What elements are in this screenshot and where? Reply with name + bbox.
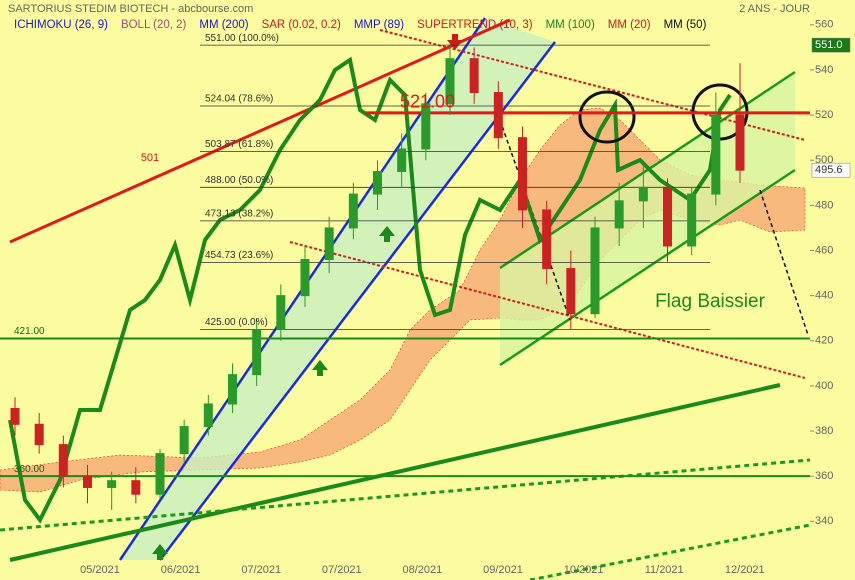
fib-label: 454.73 (23.6%) (205, 250, 273, 261)
candle-body (179, 426, 189, 455)
x-tick-label: 10/2021 (564, 564, 604, 576)
data-layer (0, 24, 814, 522)
price-tag (811, 162, 851, 178)
channel-fill (120, 18, 555, 560)
legend-entry: SAR (0.02, 0.2) (262, 19, 341, 31)
period-label: 2 ANS - JOUR (739, 3, 810, 15)
candle-body (324, 227, 334, 261)
candle-body (687, 193, 697, 247)
trend-line (9, 383, 781, 562)
x-tick-label: 12/2021 (725, 564, 765, 576)
candle-body (518, 137, 527, 211)
level-label: 521.00 (400, 92, 455, 112)
trend-line (9, 18, 511, 244)
y-tick-label: 540 (815, 64, 833, 76)
trend-line (289, 241, 806, 379)
y-tick-label: 560 (815, 19, 833, 31)
fib-label: 425.00 (0.0%) (205, 317, 268, 328)
legend-entry: MM (200) (199, 19, 248, 31)
arrow-up (312, 360, 328, 376)
y-tick-label: 340 (815, 515, 833, 527)
candle-body (83, 475, 92, 488)
y-tick-label: 520 (815, 109, 833, 121)
candle-body (276, 295, 286, 330)
legend-entry: BOLL (20, 2) (121, 19, 187, 31)
fib-label: 473.13 (38.2%) (205, 209, 273, 220)
candle-body (663, 186, 672, 247)
candle-body (58, 444, 68, 477)
candle-body (469, 58, 479, 94)
indicator-line (8, 56, 732, 524)
x-tick-label: 05/2021 (80, 564, 120, 576)
projection-line (759, 189, 809, 336)
price-tag (811, 37, 851, 53)
candle-body (590, 227, 600, 315)
candle-body (445, 58, 455, 105)
trend-line (159, 41, 556, 561)
trend-line (379, 29, 806, 141)
highlight-circle (578, 90, 636, 144)
candle-body (10, 407, 20, 425)
arrow-down (447, 34, 463, 50)
x-tick-label: 07/2021 (322, 564, 362, 576)
arrow-up (379, 226, 395, 242)
trend-line (529, 523, 811, 580)
annotation: Flag Baissier (655, 291, 765, 312)
candle-body (131, 480, 141, 495)
candle-body (348, 193, 358, 229)
y-tick-label: 440 (815, 290, 833, 302)
candle-body (566, 268, 576, 315)
legend-entry: MM (20) (608, 19, 651, 31)
legend-entry: MM (50) (664, 19, 707, 31)
y-tick-label: 480 (815, 199, 833, 211)
candle-body (735, 114, 745, 171)
candle-body (711, 114, 721, 195)
x-tick-label: 11/2021 (645, 564, 684, 576)
y-tick-label: 380 (815, 425, 833, 437)
legend-entry: MM (100) (546, 19, 595, 31)
candle-body (228, 374, 237, 405)
price-tag-label: 551.0 (815, 39, 843, 51)
candle-body (421, 103, 431, 150)
y-tick-label: 360 (815, 470, 833, 482)
legend-entry: ICHIMOKU (26, 9) (14, 19, 108, 31)
candle-body (34, 423, 44, 446)
candle-body (493, 92, 503, 139)
candle-body (252, 328, 262, 376)
x-tick-label: 09/2021 (483, 564, 523, 576)
candle-body (107, 480, 117, 488)
trend-line (0, 458, 811, 532)
x-tick-label: 06/2021 (161, 564, 201, 576)
candle-body (542, 209, 552, 270)
level-label: 421.00 (14, 326, 45, 337)
chart-title: SARTORIUS STEDIM BIOTECH - abcbourse.com (8, 3, 253, 15)
arrow-up (152, 544, 168, 560)
candle-body (373, 171, 382, 195)
fib-label: 524.04 (78.6%) (205, 94, 273, 105)
candle-body (300, 259, 310, 297)
candle-body (638, 186, 648, 202)
fib-label: 488.00 (50.0%) (205, 175, 273, 186)
level-label: 360.00 (14, 464, 45, 475)
y-tick-label: 460 (815, 244, 833, 256)
candle-body (155, 453, 165, 495)
price-tag-label: 495.6 (815, 164, 843, 176)
fib-label: 503.87 (61.8%) (205, 139, 273, 150)
candle-body (203, 403, 213, 428)
legend-entry: MMP (89) (354, 19, 404, 31)
legend-entry: SUPERTREND (10, 3) (417, 19, 533, 31)
y-tick-label: 420 (815, 335, 833, 347)
y-tick-label: 400 (815, 380, 833, 392)
flag-line (499, 168, 796, 367)
fib-label: 551.00 (100.0%) (205, 33, 279, 44)
x-tick-label: 07/2021 (241, 564, 281, 576)
annotation: 501 (141, 152, 159, 164)
candle-body (397, 148, 407, 173)
candle-body (614, 200, 624, 229)
x-tick-label: 08/2021 (403, 564, 443, 576)
